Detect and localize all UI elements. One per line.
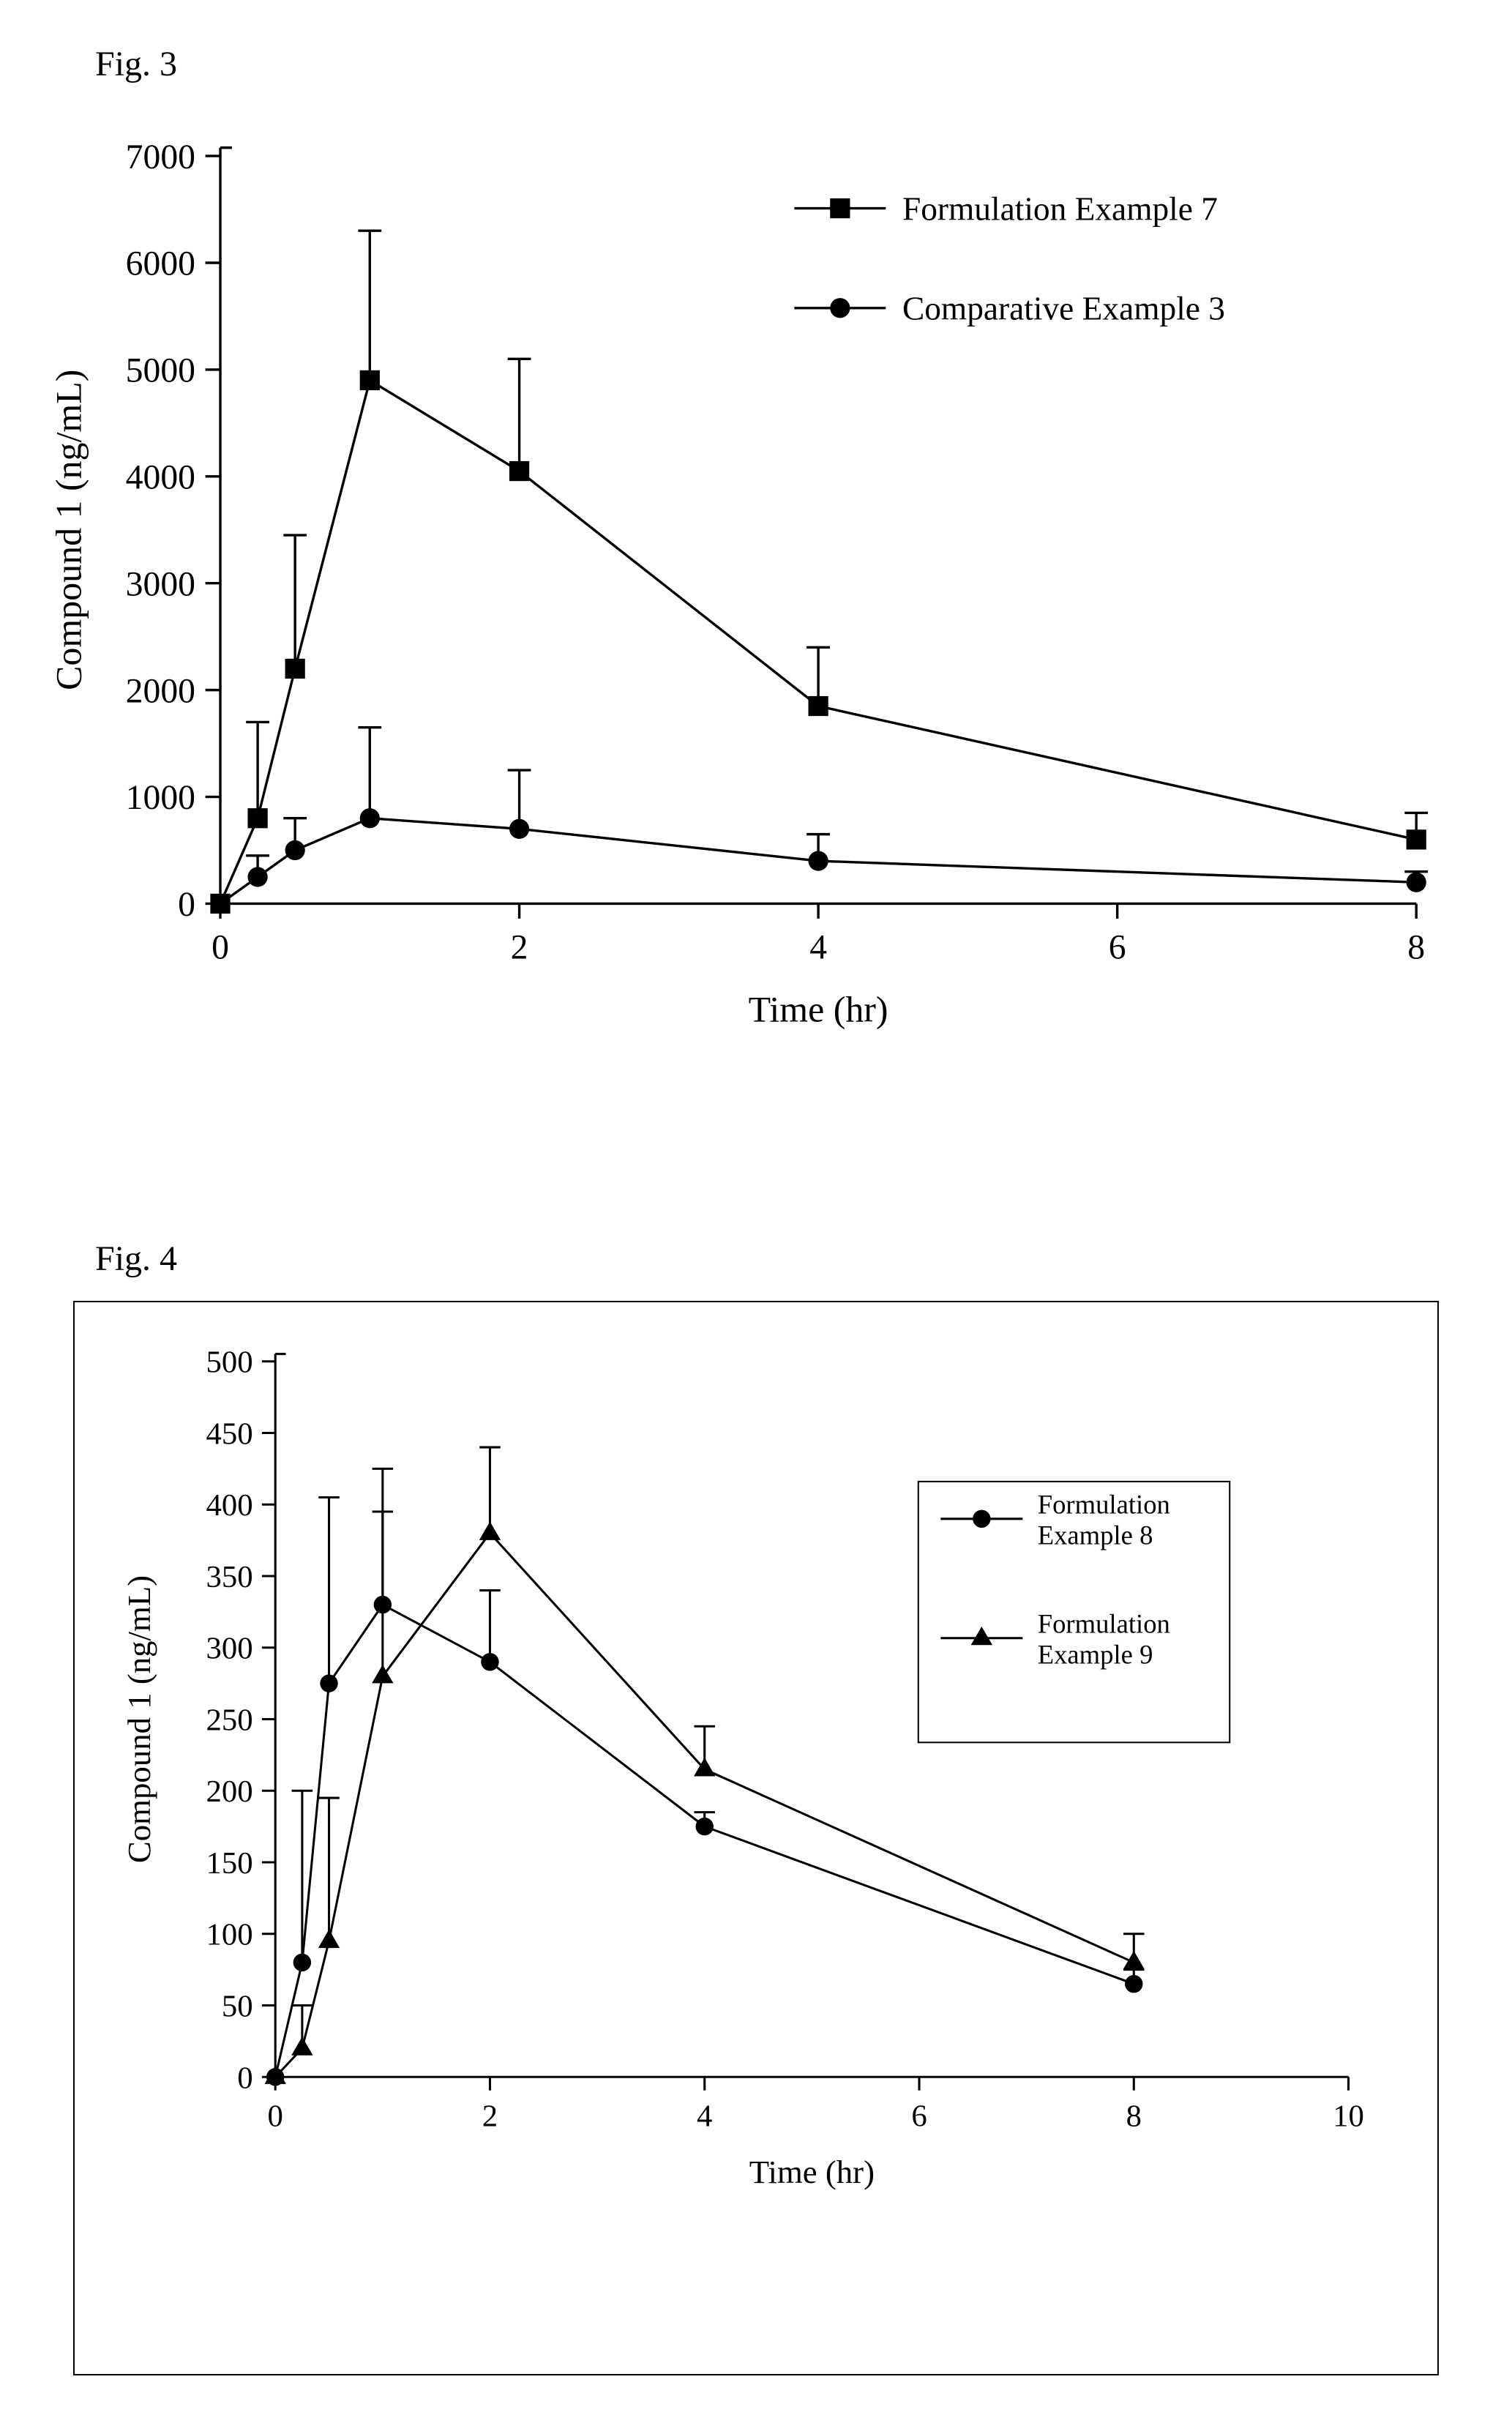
svg-text:500: 500 [206,1345,253,1379]
svg-text:Formulation Example 7: Formulation Example 7 [902,190,1218,227]
svg-text:250: 250 [206,1703,253,1737]
fig4-label: Fig. 4 [95,1239,1483,1279]
svg-text:2: 2 [482,2099,498,2133]
svg-text:0: 0 [237,2061,252,2095]
svg-text:4: 4 [809,928,827,966]
svg-text:Compound 1 (ng/mL): Compound 1 (ng/mL) [48,370,89,690]
svg-text:100: 100 [206,1917,253,1952]
svg-text:8: 8 [1126,2099,1142,2133]
svg-text:Time (hr): Time (hr) [749,990,888,1030]
svg-text:3000: 3000 [126,565,195,603]
svg-text:5000: 5000 [126,352,195,390]
svg-text:50: 50 [222,1989,253,2023]
svg-text:6: 6 [911,2099,927,2133]
fig4-chart: 0 50 100 150 200 250 300 350 400 450 500 0 2 4 6 8 10 Tim… [104,1332,1408,2308]
svg-text:0: 0 [178,886,195,924]
svg-text:Formulation: Formulation [1038,1608,1170,1638]
svg-text:Time (hr): Time (hr) [749,2154,875,2190]
svg-text:Example 8: Example 8 [1038,1520,1153,1550]
fig4-border: 0 50 100 150 200 250 300 350 400 450 500 0 2 4 6 8 10 Tim… [73,1301,1439,2375]
svg-text:Comparative Example 3: Comparative Example 3 [902,291,1225,327]
svg-text:4: 4 [697,2099,712,2133]
svg-text:150: 150 [206,1846,253,1881]
svg-text:2: 2 [511,928,528,966]
svg-text:10: 10 [1333,2099,1364,2133]
svg-text:Example 9: Example 9 [1038,1639,1153,1669]
svg-text:450: 450 [206,1416,253,1451]
svg-text:Compound 1 (ng/mL): Compound 1 (ng/mL) [121,1575,157,1863]
svg-text:2000: 2000 [126,672,195,710]
fig3-label: Fig. 3 [95,44,1483,84]
svg-text:Formulation: Formulation [1038,1489,1170,1519]
svg-text:1000: 1000 [126,779,195,817]
svg-text:200: 200 [206,1774,253,1809]
svg-text:350: 350 [206,1560,253,1594]
svg-text:300: 300 [206,1631,253,1665]
svg-text:0: 0 [212,928,229,966]
svg-text:7000: 7000 [126,138,195,176]
svg-text:400: 400 [206,1488,253,1523]
svg-text:4000: 4000 [126,459,195,497]
svg-text:8: 8 [1407,928,1425,966]
svg-text:6: 6 [1109,928,1126,966]
svg-text:6000: 6000 [126,245,195,283]
fig3-chart: 0 1000 2000 3000 4000 5000 6000 7000 0 2 4 6 8 Time (… [29,106,1483,1195]
svg-text:0: 0 [268,2099,283,2133]
